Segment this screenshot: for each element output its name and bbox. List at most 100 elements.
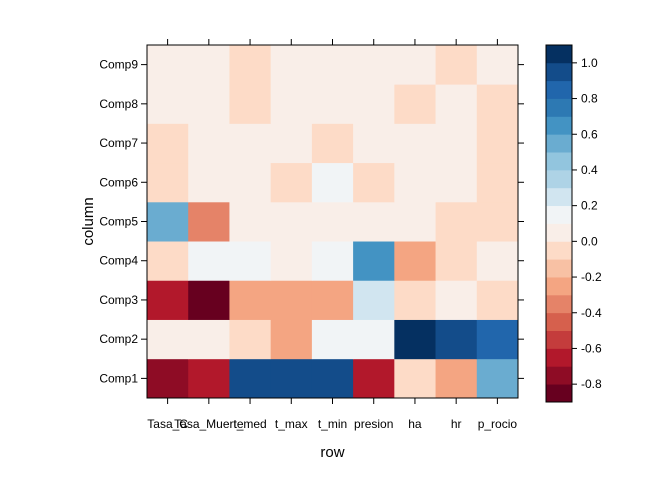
colorbar-tick-label: -0.8	[581, 377, 602, 391]
heatmap-cell	[270, 319, 313, 360]
colorbar-swatch	[546, 134, 572, 153]
heatmap-cell	[188, 84, 230, 124]
heatmap-cell	[394, 241, 436, 281]
heatmap-cell	[435, 162, 478, 203]
y-tick-label: Comp6	[99, 175, 138, 189]
heatmap-cell	[270, 45, 313, 85]
heatmap-cell	[476, 201, 519, 242]
colorbar-swatch	[546, 366, 572, 385]
heatmap-cell	[311, 123, 354, 164]
heatmap-cell	[311, 45, 354, 85]
colorbar-tick-label: 0.8	[581, 92, 598, 106]
y-axis-ticks: Comp1 Comp2 Comp3 Comp4 Comp5 Comp6 Comp7 Comp8…	[99, 58, 524, 385]
heatmap-cell	[147, 162, 189, 203]
heatmap-cell	[353, 280, 395, 320]
heatmap-cell	[394, 358, 436, 399]
colorbar-swatch	[546, 169, 572, 189]
heatmap-cell	[394, 123, 436, 164]
heatmap-cell	[188, 280, 230, 320]
heatmap-cell	[394, 319, 436, 360]
heatmap-cell	[147, 241, 189, 281]
heatmap-cell	[353, 123, 395, 164]
colorbar-swatch	[546, 187, 572, 207]
heatmap-cell	[353, 319, 395, 360]
heatmap-cell	[188, 241, 230, 281]
heatmap-cell	[353, 45, 395, 85]
heatmap-cell	[188, 319, 230, 360]
heatmap-cell	[435, 280, 478, 320]
colorbar-border	[545, 44, 573, 403]
heatmap-cell	[229, 162, 272, 203]
colorbar-tick-label: -0.2	[581, 270, 602, 284]
colorbar-swatch	[546, 241, 572, 260]
y-tick-label: Comp8	[99, 97, 138, 111]
colorbar-swatch	[546, 348, 572, 367]
heatmap-cell	[476, 45, 519, 85]
heatmap-cell	[353, 84, 395, 124]
x-tick-label: Tasa_Muerte	[174, 417, 244, 431]
heatmap-cell	[353, 358, 395, 399]
colorbar-swatch	[546, 223, 572, 242]
heatmap-cell	[188, 201, 230, 242]
y-tick-label: Comp4	[99, 254, 138, 268]
heatmap-cell	[270, 84, 313, 124]
y-tick-label: Comp7	[99, 136, 138, 150]
colorbar-tick-label: 0.0	[581, 234, 598, 248]
heatmap-cell	[229, 201, 272, 242]
colorbar-swatch	[546, 330, 572, 349]
heatmap-cell	[476, 84, 519, 124]
heatmap-cell	[270, 280, 313, 320]
heatmap-cell	[435, 201, 478, 242]
colorbar-swatch	[546, 45, 572, 64]
heatmap-cell	[270, 162, 313, 203]
heatmap-cell	[435, 319, 478, 360]
heatmap-cell	[229, 123, 272, 164]
heatmap-cell	[353, 162, 395, 203]
heatmap-cell	[229, 84, 272, 124]
heatmap-cell	[229, 358, 272, 399]
colorbar-swatch	[546, 152, 572, 171]
heatmap-cell	[311, 358, 354, 399]
heatmap-cell	[147, 358, 189, 399]
heatmap-cell	[311, 84, 354, 124]
heatmap-cell	[311, 201, 354, 242]
x-tick-label: p_rocio	[478, 417, 518, 431]
heatmap-cell	[147, 319, 189, 360]
heatmap-cells	[147, 45, 519, 399]
heatmap-cell	[311, 280, 354, 320]
colorbar-swatch	[546, 312, 572, 331]
heatmap-cell	[188, 358, 230, 399]
heatmap-cell	[353, 241, 395, 281]
heatmap-cell	[476, 241, 519, 281]
heatmap-cell	[270, 358, 313, 399]
heatmap-cell	[353, 201, 395, 242]
colorbar-swatch	[546, 294, 572, 314]
colorbar-tick-label: 0.2	[581, 199, 598, 213]
heatmap-cell	[476, 280, 519, 320]
heatmap-cell	[394, 162, 436, 203]
heatmap-cell	[476, 162, 519, 203]
colorbar-tick-label: -0.4	[581, 306, 602, 320]
heatmap-cell	[394, 84, 436, 124]
heatmap-cell	[188, 162, 230, 203]
x-axis-label: row	[320, 444, 344, 461]
colorbar-tick-label: 0.6	[581, 127, 598, 141]
heatmap-cell	[229, 280, 272, 320]
y-tick-label: Comp1	[99, 371, 138, 385]
heatmap-cell	[394, 201, 436, 242]
heatmap-cell	[147, 201, 189, 242]
x-tick-label: ha	[408, 417, 422, 431]
heatmap-cell	[147, 84, 189, 124]
heatmap-cell	[435, 45, 478, 85]
heatmap-cell	[394, 280, 436, 320]
x-tick-label: t_min	[318, 417, 347, 431]
y-tick-label: Comp5	[99, 215, 138, 229]
heatmap-cell	[311, 162, 354, 203]
y-tick-label: Comp3	[99, 293, 138, 307]
colorbar-swatch	[546, 259, 572, 278]
heatmap-cell	[270, 201, 313, 242]
heatmap-cell	[435, 241, 478, 281]
colorbar-tick-label: 1.0	[581, 56, 598, 70]
